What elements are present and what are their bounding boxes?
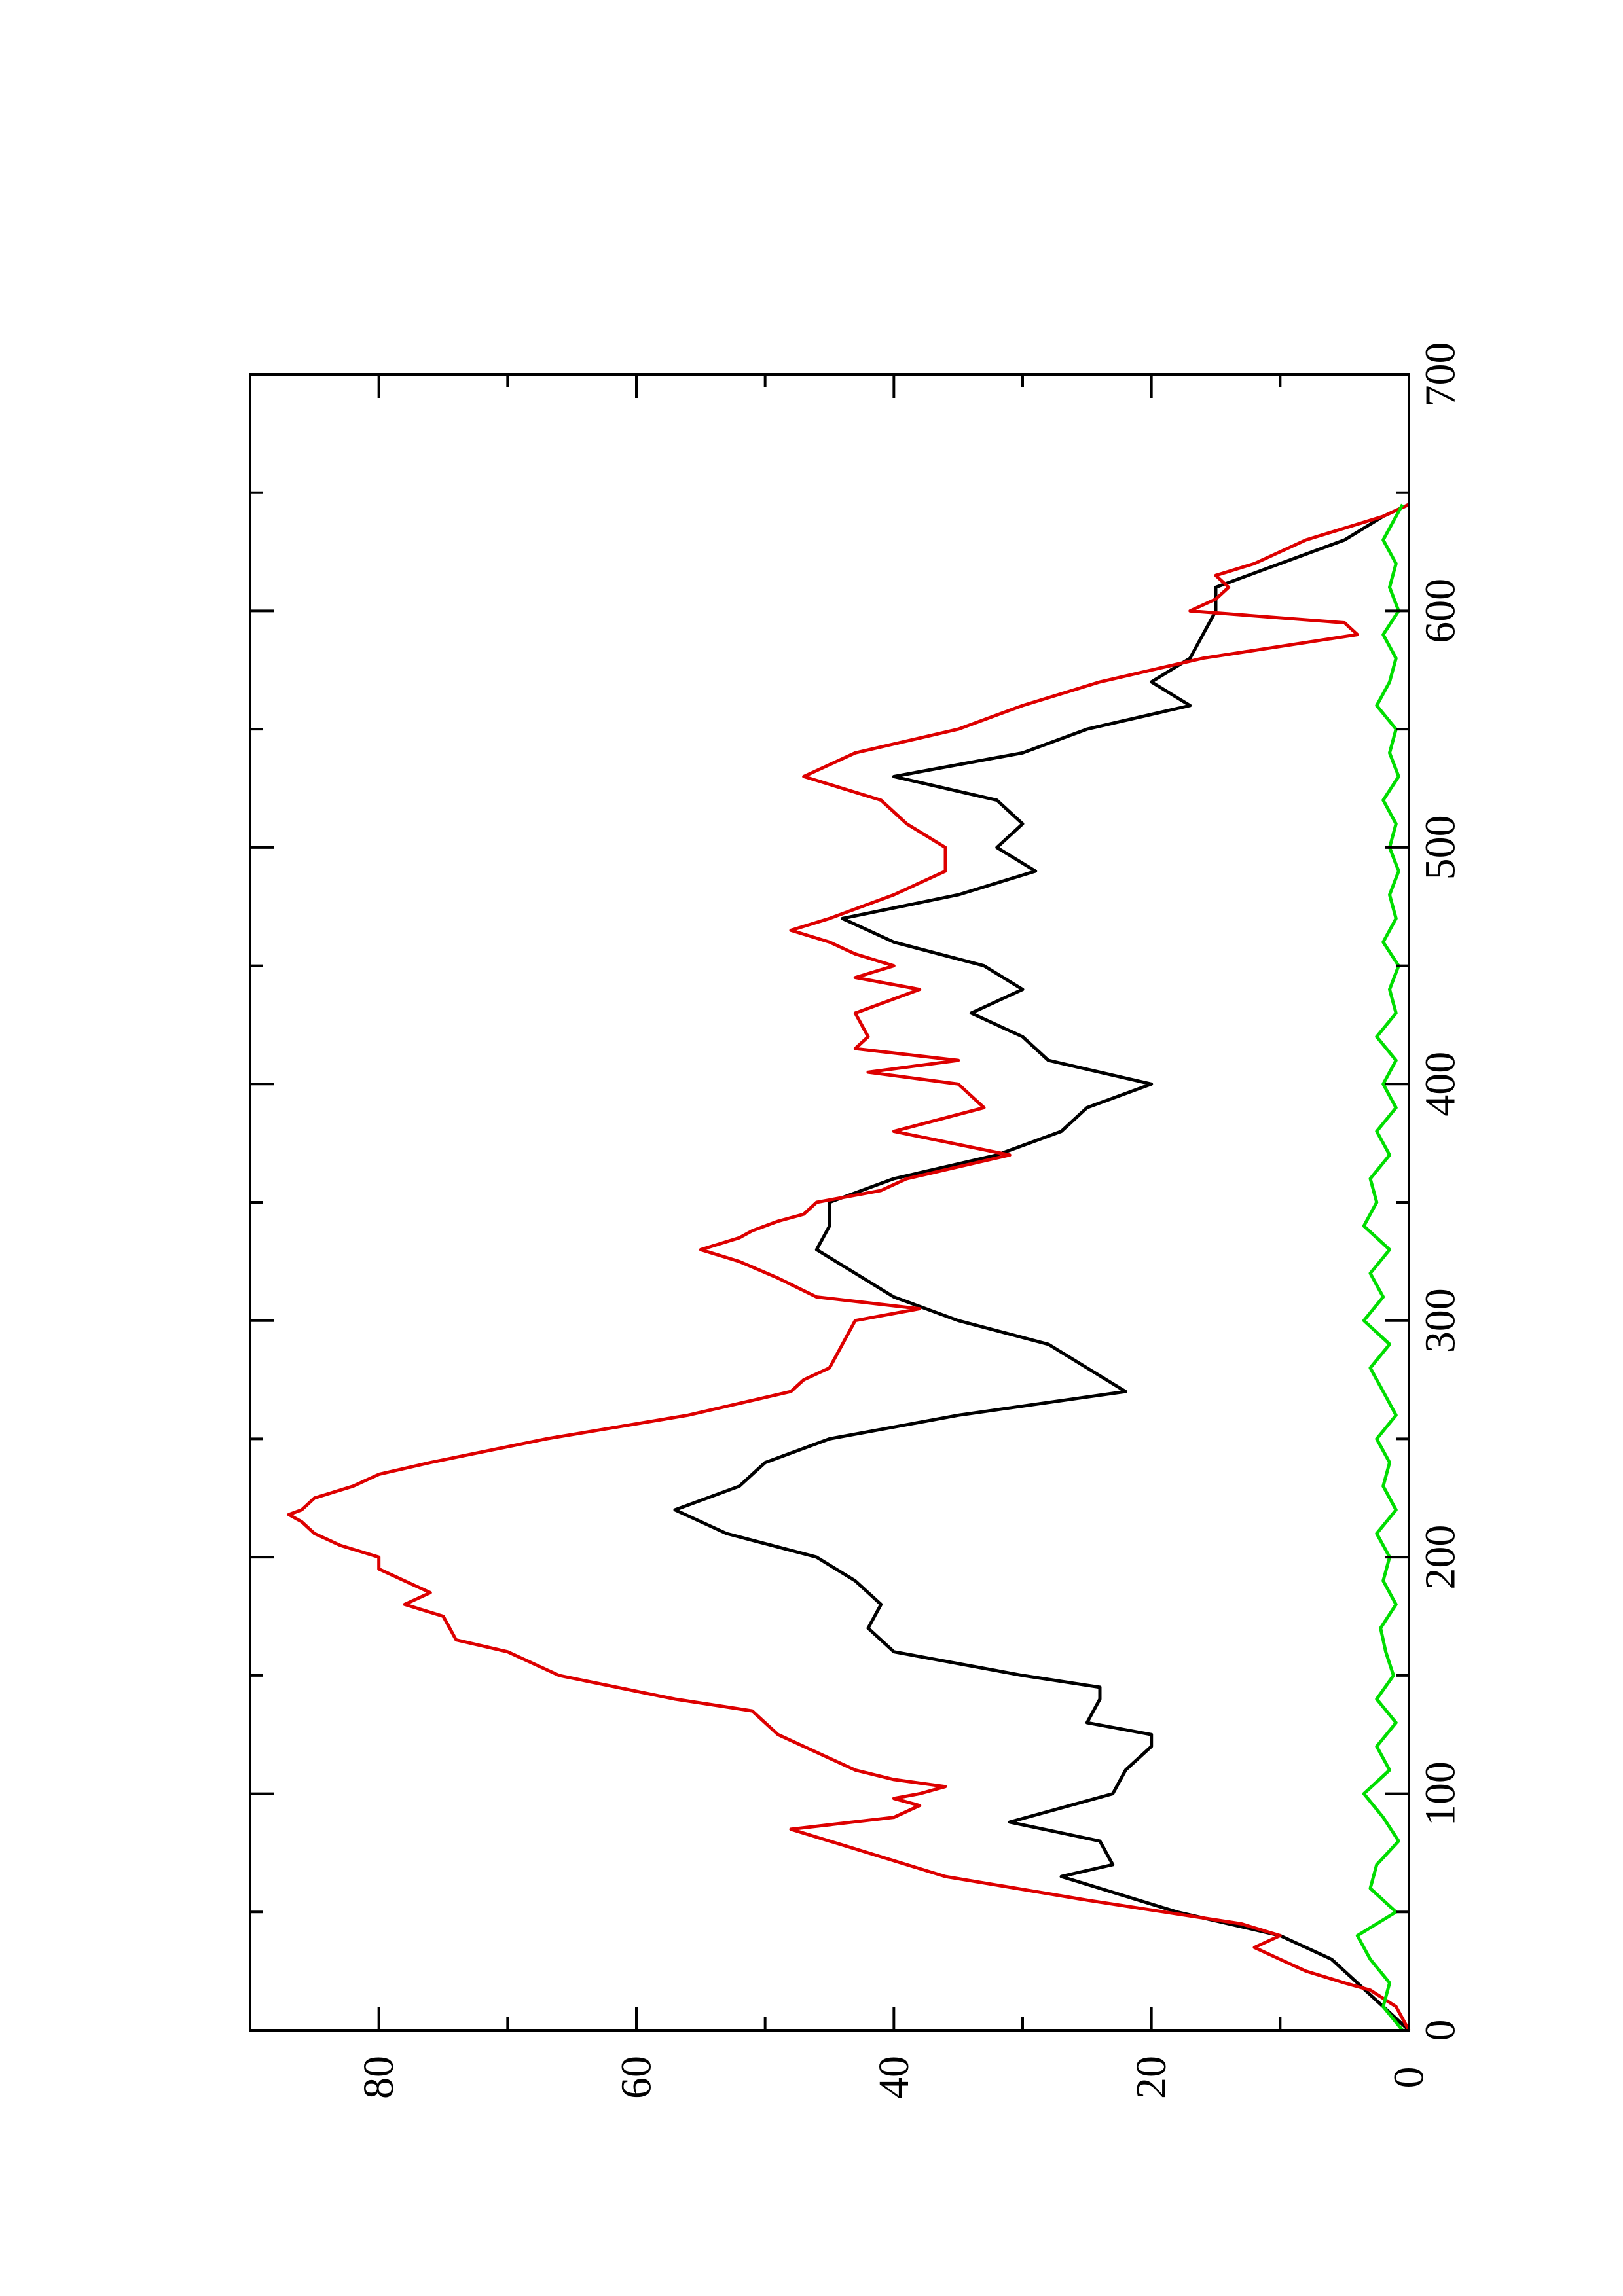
x-tick-label-300: 300: [1417, 1288, 1465, 1353]
y-tick-label-80: 80: [355, 2056, 403, 2099]
y-tick-label-60: 60: [613, 2056, 661, 2099]
series-line-2: [1355, 503, 1404, 2032]
x-tick-label-200: 200: [1417, 1525, 1465, 1590]
series-line-1: [287, 503, 1411, 2032]
x-tick-label-600: 600: [1417, 579, 1465, 643]
ticks-layer: [249, 373, 1410, 2032]
x-tick-label-400: 400: [1417, 1052, 1465, 1117]
series-layer: [287, 503, 1411, 2032]
series-line-0: [673, 503, 1410, 2032]
y-tick-label-20: 20: [1127, 2056, 1175, 2099]
y-tick-label-0: 0: [1385, 2067, 1433, 2089]
tick-labels-layer: 0 100 200 300 400 500 600 700 0 20 40 60 80: [355, 342, 1464, 2100]
y-tick-label-40: 40: [870, 2056, 918, 2099]
x-tick-label-0: 0: [1417, 2020, 1465, 2041]
x-tick-label-700: 700: [1417, 342, 1465, 407]
x-tick-label-100: 100: [1417, 1761, 1465, 1826]
x-tick-label-500: 500: [1417, 815, 1465, 880]
